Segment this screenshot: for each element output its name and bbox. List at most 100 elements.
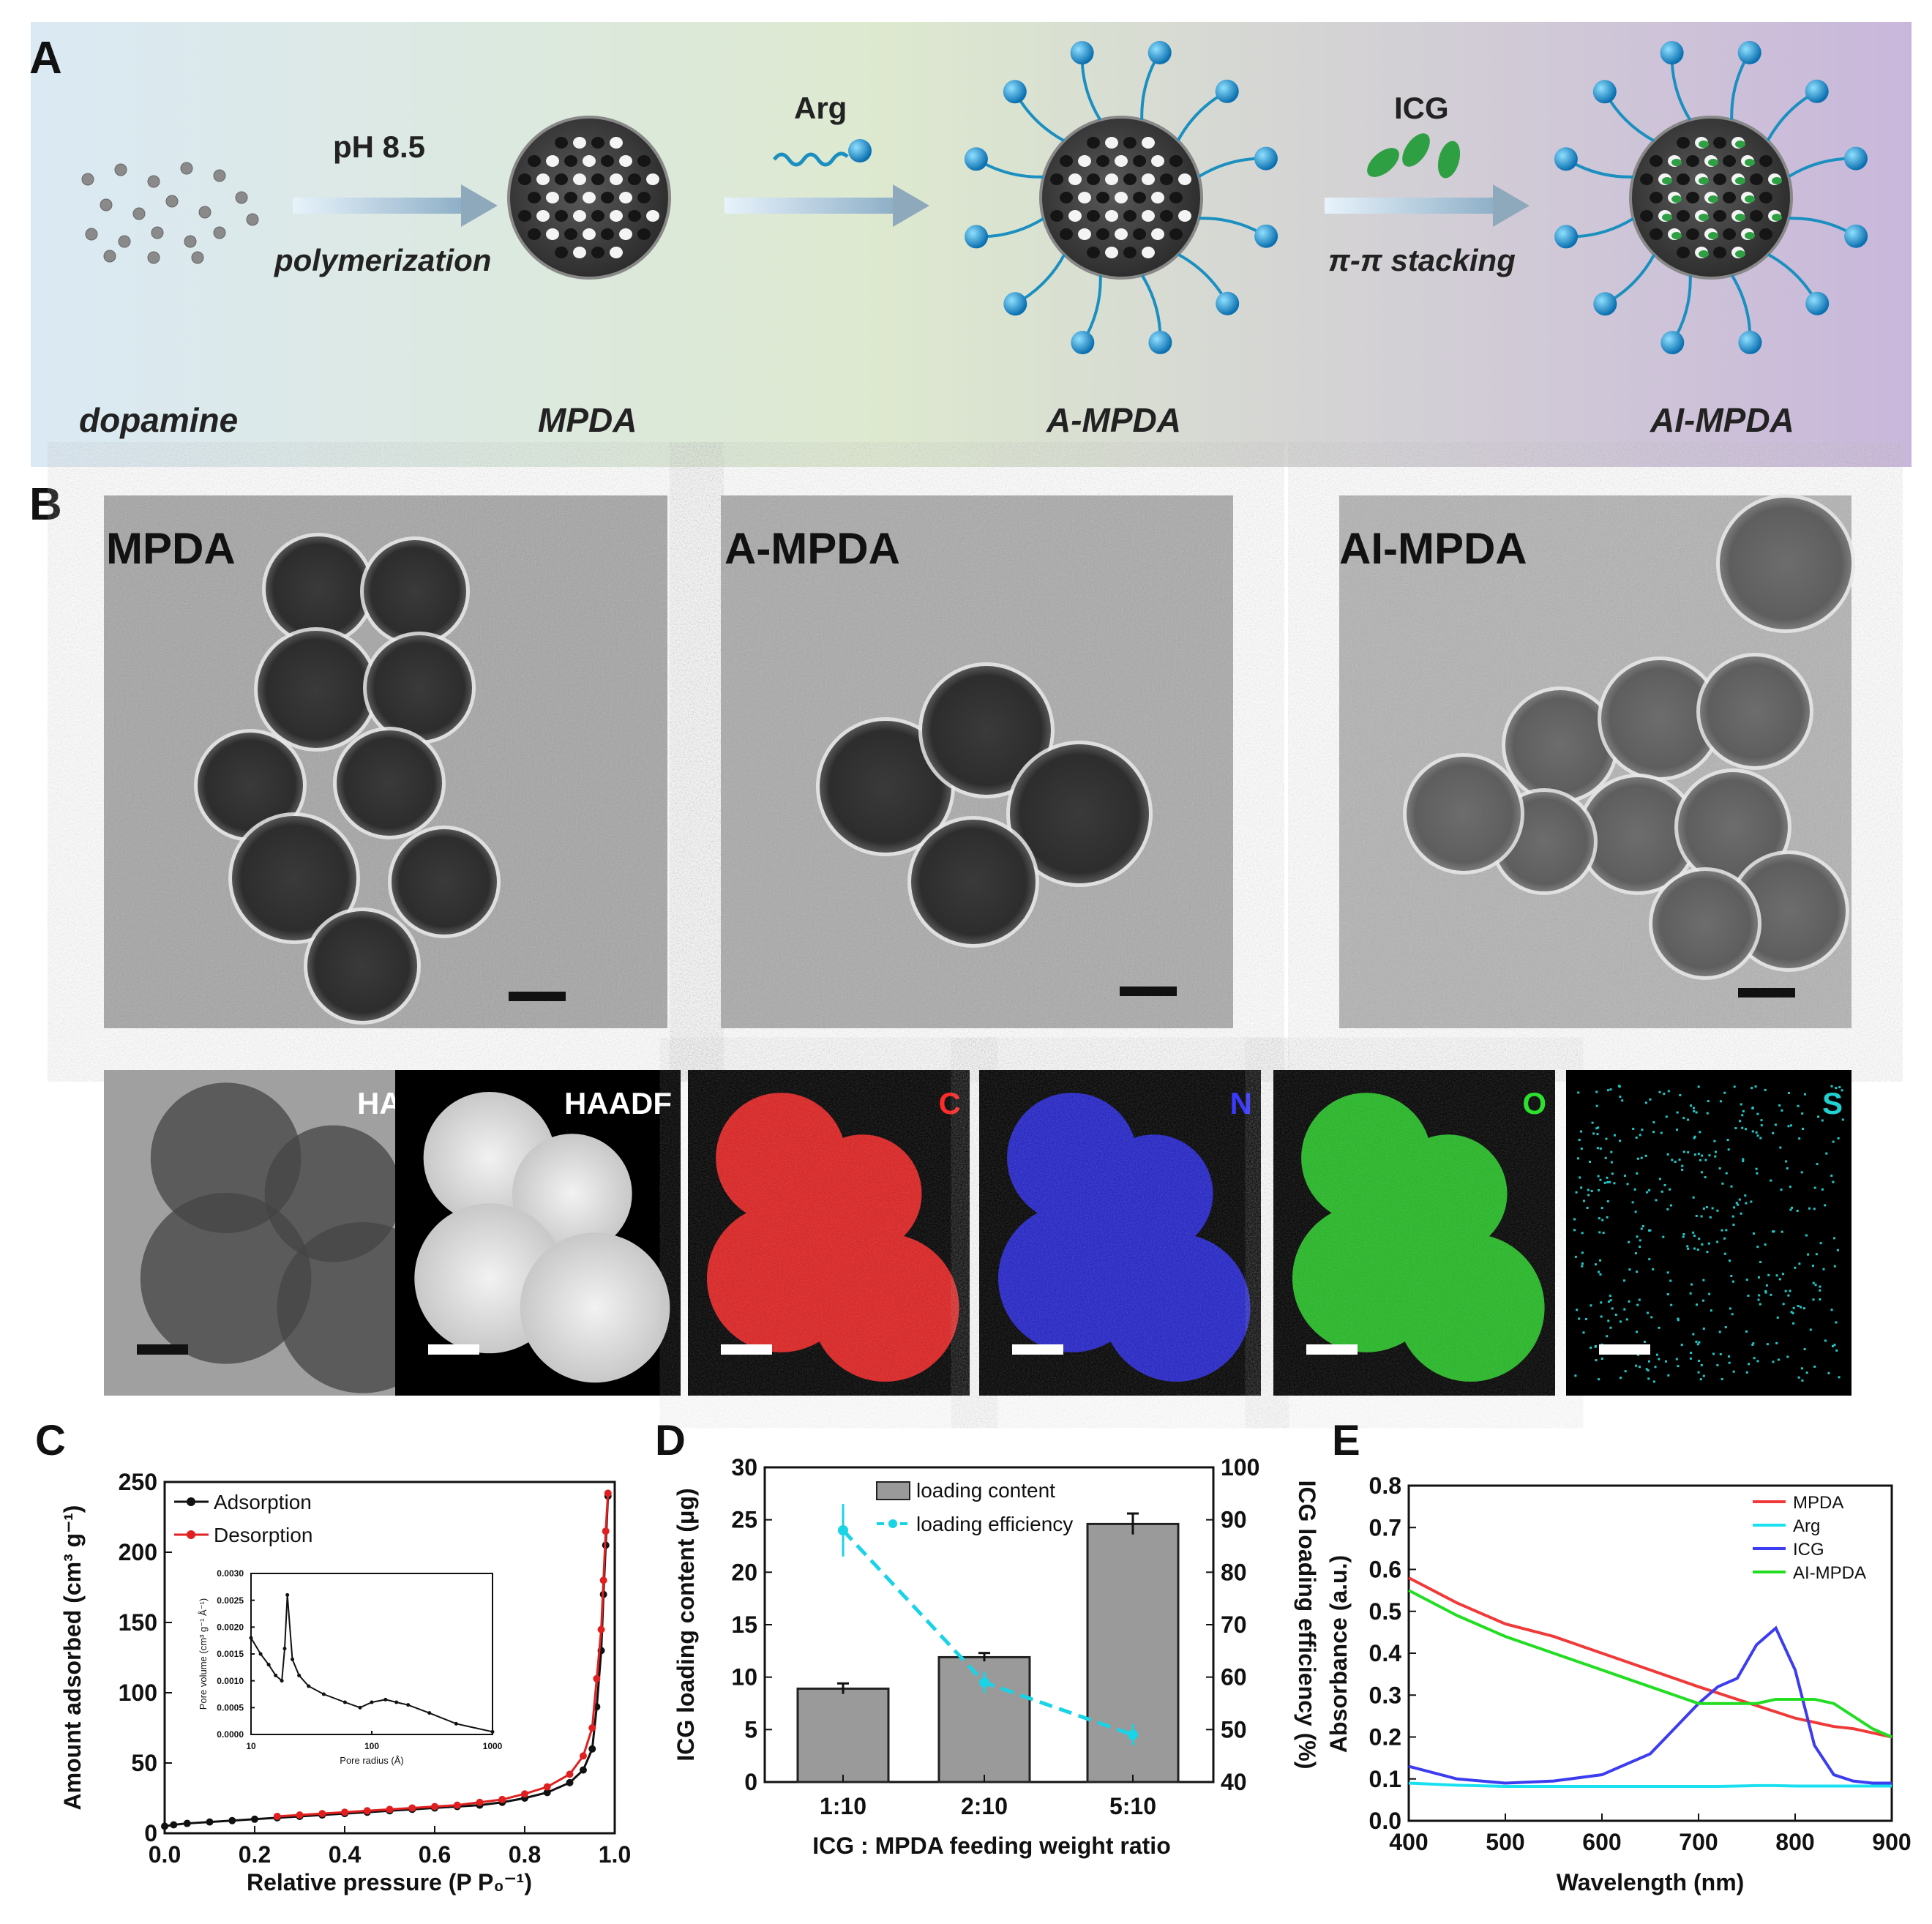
x-tick-label: 1:10: [820, 1793, 866, 1819]
data-point: [566, 1770, 574, 1778]
x-tick-label: 500: [1486, 1829, 1524, 1855]
panel-b: B MPDA A-MPDA AI-MPDA HAADFHAADFCNOS: [29, 479, 1855, 1396]
legend-marker: [187, 1530, 195, 1539]
y2-tick-label: 100: [1221, 1454, 1259, 1481]
legend-label: loading content: [916, 1479, 1055, 1502]
ph-label: pH 8.5: [333, 130, 425, 164]
y-tick-label: 0: [744, 1769, 757, 1795]
y-tick-label: 30: [731, 1454, 757, 1481]
arrow-icg: [1325, 184, 1530, 227]
series-line-icg: [1408, 1625, 1892, 1785]
aimpda-sphere: [1554, 40, 1868, 355]
y-axis-label: Amount adsorbed (cm³ g⁻¹): [59, 1505, 86, 1811]
stacking-label: π-π stacking: [1328, 243, 1516, 277]
map-label: C: [939, 1086, 961, 1120]
y-tick-label: 0.0025: [217, 1595, 244, 1606]
data-point: [453, 1801, 461, 1809]
inset-point: [406, 1703, 411, 1707]
y-tick-label: 50: [131, 1750, 157, 1776]
y-tick-label: 0.3: [1369, 1682, 1401, 1708]
scale-bar: [428, 1344, 479, 1355]
icg-molecule-icon: [1367, 133, 1461, 179]
y2-tick-label: 50: [1221, 1716, 1247, 1743]
elemental-map-n: N: [979, 1070, 1261, 1396]
arrow-polymerization: [293, 184, 498, 227]
arg-label: Arg: [794, 91, 847, 125]
data-point: [183, 1819, 191, 1827]
scale-bar: [721, 1344, 772, 1355]
panel-a-letter: A: [29, 33, 62, 83]
elemental-maps: HAADFHAADFCNOS: [104, 1070, 1852, 1396]
plot-frame: [163, 1481, 616, 1835]
polymerization-label: polymerization: [274, 243, 491, 277]
data-point: [206, 1818, 214, 1826]
y-tick-label: 0.8: [1369, 1472, 1401, 1499]
panel-b-letter: B: [29, 479, 62, 530]
ampda-sphere: [964, 40, 1278, 355]
y-tick-label: 0.0030: [217, 1568, 244, 1579]
data-point: [228, 1816, 236, 1824]
icg-label: ICG: [1394, 91, 1449, 125]
map-label: N: [1230, 1086, 1252, 1120]
data-point: [593, 1674, 601, 1682]
series-line-mpda: [1408, 1576, 1892, 1739]
data-point: [588, 1745, 596, 1753]
y-tick-label: 250: [119, 1469, 157, 1495]
tem-label-ampda: A-MPDA: [724, 524, 900, 573]
y-tick-label: 0.7: [1369, 1514, 1401, 1541]
y-tick-label: 15: [731, 1612, 757, 1638]
y-tick-label: 0.0020: [217, 1622, 244, 1633]
inset-point: [370, 1700, 374, 1704]
data-point: [543, 1783, 551, 1791]
x-tick-label: 0.2: [239, 1841, 271, 1868]
scale-bar: [1599, 1344, 1650, 1355]
panel-c: C 0.0 0.2 0.4 0.6 0.8 1.0 0 50 100 150 200 250 Adsor…: [35, 1417, 631, 1895]
map-label: HAADF: [564, 1086, 672, 1120]
panel-d-letter: D: [655, 1417, 686, 1464]
inset-point: [454, 1721, 458, 1726]
y-tick-label: 150: [119, 1609, 157, 1636]
mpda-label: MPDA: [538, 401, 637, 439]
y-tick-label: 10: [731, 1664, 757, 1691]
data-point: [273, 1812, 281, 1820]
tem-label-mpda: MPDA: [106, 524, 236, 573]
data-point: [251, 1815, 258, 1823]
legend-marker: [187, 1497, 195, 1506]
y-axis-label: ICG loading content (μg): [673, 1488, 699, 1761]
data-point: [363, 1807, 371, 1815]
panel-c-letter: C: [35, 1417, 66, 1464]
inset-point: [282, 1647, 287, 1651]
arg-molecule-icon: [772, 139, 872, 167]
x-tick-label: 900: [1872, 1829, 1911, 1855]
legend-label: Desorption: [214, 1524, 312, 1546]
data-point: [588, 1724, 596, 1732]
y-tick-label: 0.2: [1369, 1724, 1401, 1751]
x-tick-label: 800: [1775, 1829, 1814, 1855]
y-tick-label: 0.5: [1369, 1598, 1401, 1625]
inset-point: [266, 1663, 271, 1667]
legend-label: Adsorption: [214, 1491, 312, 1513]
elemental-map-c: C: [688, 1070, 970, 1396]
scale-bar: [137, 1344, 188, 1355]
y2-tick-label: 70: [1221, 1612, 1247, 1638]
panel-e: E 400 500 600 700 800 900 0.0 0.1 0.2 0.3 0.4 0.5 0.…: [1325, 1417, 1912, 1895]
x-tick-label: 5:10: [1109, 1793, 1156, 1819]
legend-label: loading efficiency: [916, 1513, 1073, 1535]
y-tick-label: 0.6: [1369, 1557, 1401, 1583]
inset-point: [307, 1684, 311, 1688]
y-tick-label: 0.0015: [217, 1649, 244, 1659]
data-point: [408, 1804, 416, 1812]
scale-bar: [1012, 1344, 1063, 1355]
elemental-map-haadf: HAADF: [395, 1070, 681, 1396]
y-tick-label: 200: [119, 1539, 157, 1565]
scale-bar: [1120, 987, 1177, 996]
inset-point: [285, 1592, 290, 1597]
inset-point: [249, 1636, 253, 1640]
tem-label-aimpda: AI-MPDA: [1339, 524, 1527, 573]
legend-swatch: [876, 1481, 910, 1500]
inset-point: [427, 1711, 432, 1715]
aimpda-label: AI-MPDA: [1650, 401, 1794, 439]
inset-point: [280, 1679, 284, 1683]
tem-image-aimpda: AI-MPDA: [1339, 494, 1855, 1028]
x-tick-label: 0.4: [329, 1841, 362, 1868]
